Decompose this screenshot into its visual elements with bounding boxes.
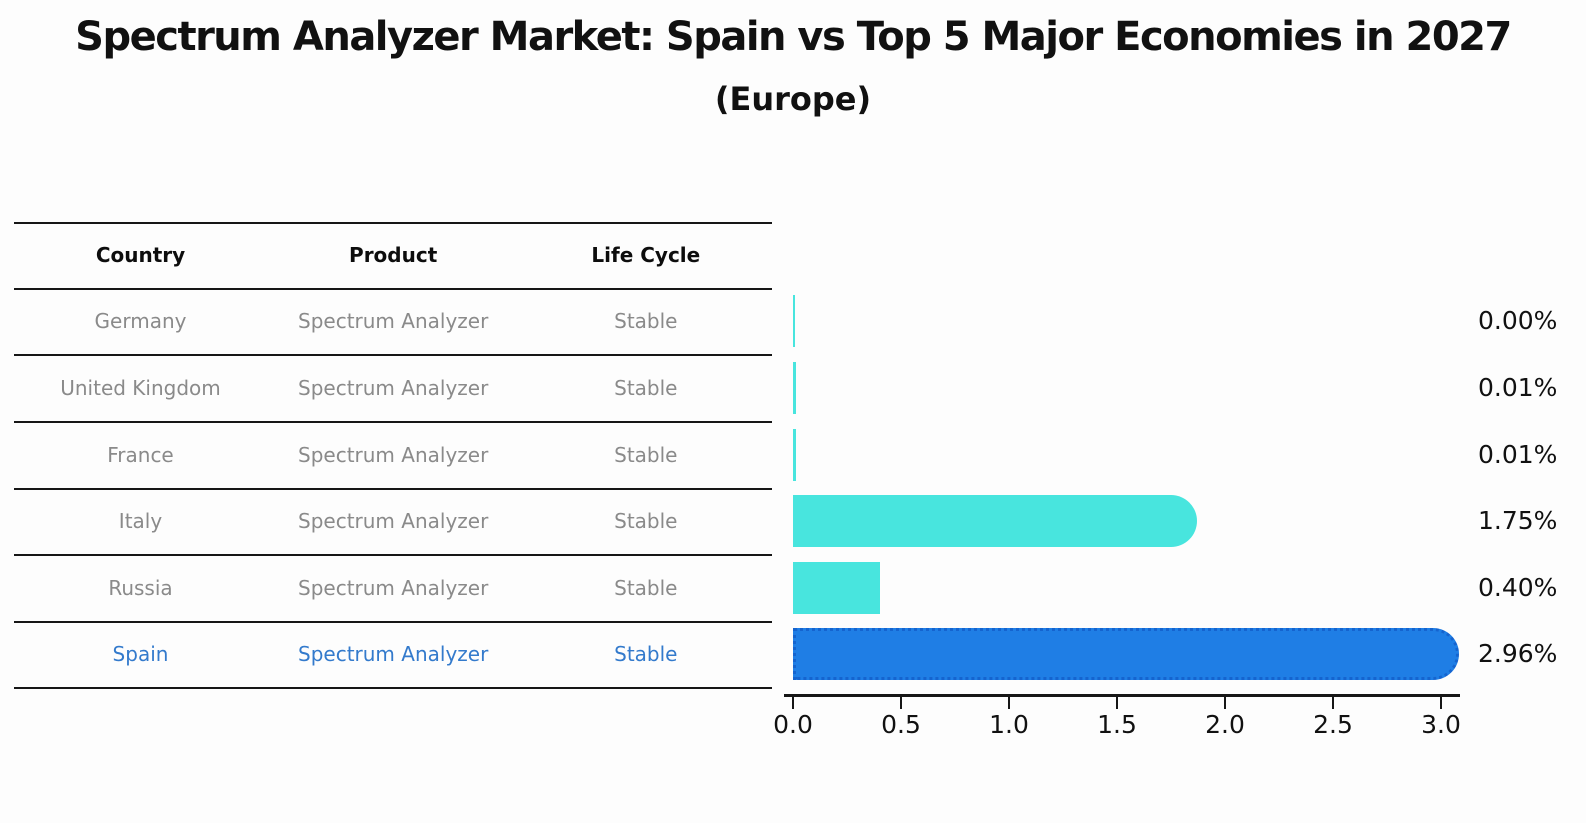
table-header-country: Country (95, 243, 186, 267)
table-header-life-cycle: Life Cycle (591, 243, 701, 267)
table-header-product: Product (349, 243, 438, 267)
chart-title: Spectrum Analyzer Market: Spain vs Top 5… (75, 14, 1512, 60)
x-tick-label: 2.0 (1205, 710, 1245, 739)
x-tick-label: 0.0 (773, 710, 813, 739)
x-tick-label: 2.5 (1313, 710, 1353, 739)
bar-italy (793, 495, 1197, 547)
table-cell-product: Spectrum Analyzer (298, 375, 489, 400)
table-line (14, 354, 772, 356)
x-tick (1224, 697, 1226, 709)
x-tick-label: 3.0 (1421, 710, 1461, 739)
value-label: 2.96% (1478, 639, 1558, 668)
x-tick (1116, 697, 1118, 709)
table-cell-country: Russia (108, 575, 173, 600)
bar-united-kingdom (793, 361, 796, 414)
x-tick (1440, 697, 1442, 709)
table-line (14, 687, 772, 689)
table-cell-life_cycle: Stable (614, 509, 678, 533)
value-label: 0.01% (1478, 372, 1558, 402)
chart-subtitle: (Europe) (714, 80, 872, 118)
table-cell-country: Germany (94, 309, 187, 333)
x-tick-label: 1.0 (989, 710, 1029, 739)
table-cell-life_cycle: Stable (614, 442, 678, 467)
table-line (14, 488, 772, 490)
bar-france (793, 428, 796, 481)
table-line (14, 621, 772, 623)
x-tick (1332, 697, 1334, 709)
x-tick (900, 697, 902, 709)
table-line (14, 554, 772, 556)
table-cell-product: Spectrum Analyzer (298, 309, 489, 333)
x-tick-label: 0.5 (881, 710, 921, 739)
value-label: 1.75% (1478, 506, 1558, 535)
table-cell-country: France (107, 442, 174, 467)
x-tick (792, 697, 794, 709)
table-cell-life_cycle: Stable (614, 575, 678, 600)
table-cell-product: Spectrum Analyzer (298, 642, 489, 666)
table-line (14, 222, 772, 224)
value-label: 0.01% (1478, 439, 1558, 469)
x-tick-label: 1.5 (1097, 710, 1137, 739)
table-line (14, 421, 772, 423)
value-label: 0.40% (1478, 572, 1558, 602)
table-cell-country: United Kingdom (60, 375, 221, 400)
value-label: 0.00% (1478, 306, 1558, 335)
table-line (14, 288, 772, 290)
bar-russia (793, 561, 880, 614)
table-cell-country: Italy (118, 509, 163, 533)
x-axis-spine (784, 694, 1460, 697)
table-cell-life_cycle: Stable (614, 642, 678, 666)
table-cell-country: Spain (112, 642, 169, 666)
table-cell-life_cycle: Stable (614, 375, 678, 400)
table-cell-product: Spectrum Analyzer (298, 442, 489, 467)
bar-germany (793, 295, 795, 347)
x-tick (1008, 697, 1010, 709)
table-cell-product: Spectrum Analyzer (298, 509, 489, 533)
bar-spain (793, 628, 1459, 680)
table-cell-product: Spectrum Analyzer (298, 575, 489, 600)
table-cell-life_cycle: Stable (614, 309, 678, 333)
